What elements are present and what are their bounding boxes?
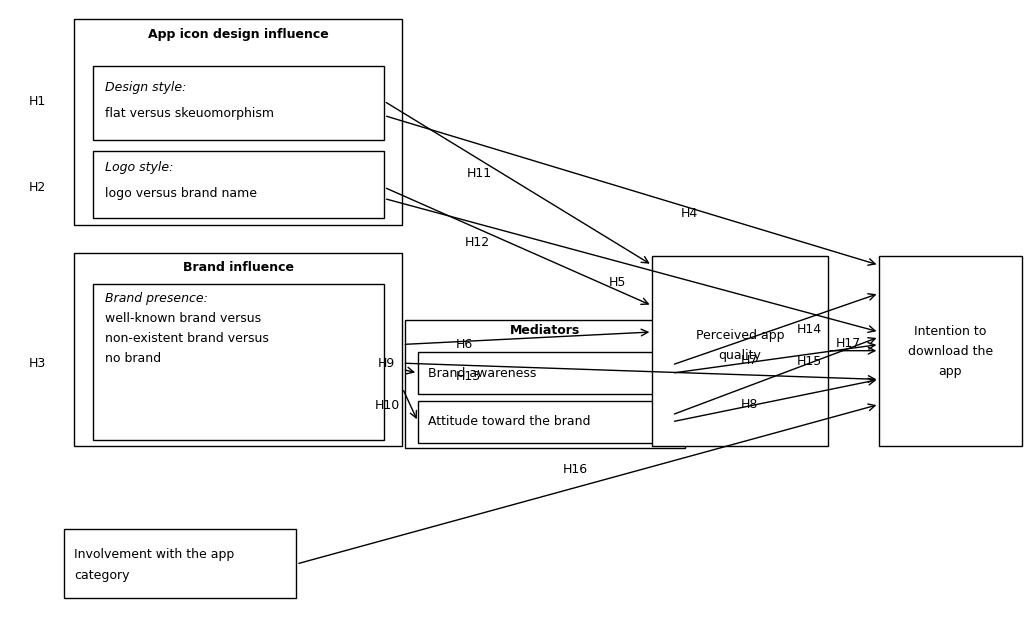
Text: non-existent brand versus: non-existent brand versus xyxy=(105,332,269,344)
Text: Brand presence:: Brand presence: xyxy=(105,292,208,305)
Text: Perceived app: Perceived app xyxy=(696,329,784,342)
Text: H3: H3 xyxy=(29,357,46,369)
FancyBboxPatch shape xyxy=(652,256,828,446)
Text: download the: download the xyxy=(908,346,993,358)
Text: H13: H13 xyxy=(456,371,481,383)
Text: logo versus brand name: logo versus brand name xyxy=(105,187,257,200)
Text: H6: H6 xyxy=(456,338,474,351)
Text: H16: H16 xyxy=(562,463,587,475)
Text: no brand: no brand xyxy=(105,352,161,364)
Text: App icon design influence: App icon design influence xyxy=(148,28,329,41)
FancyBboxPatch shape xyxy=(74,19,402,225)
Text: Brand influence: Brand influence xyxy=(183,261,294,273)
Text: flat versus skeuomorphism: flat versus skeuomorphism xyxy=(105,107,275,120)
Text: H15: H15 xyxy=(797,356,821,368)
FancyBboxPatch shape xyxy=(879,256,1022,446)
Text: H9: H9 xyxy=(378,357,395,369)
Text: Involvement with the app: Involvement with the app xyxy=(74,548,234,560)
Text: H4: H4 xyxy=(681,207,699,220)
Text: quality: quality xyxy=(718,349,762,362)
FancyBboxPatch shape xyxy=(418,352,672,394)
FancyBboxPatch shape xyxy=(418,401,672,443)
Text: well-known brand versus: well-known brand versus xyxy=(105,312,261,324)
FancyBboxPatch shape xyxy=(93,66,384,140)
Text: H10: H10 xyxy=(375,399,399,412)
FancyBboxPatch shape xyxy=(64,529,296,598)
FancyBboxPatch shape xyxy=(93,284,384,440)
FancyBboxPatch shape xyxy=(74,253,402,446)
Text: H12: H12 xyxy=(464,236,489,248)
Text: H1: H1 xyxy=(29,95,46,107)
Text: H17: H17 xyxy=(836,337,861,349)
Text: Design style:: Design style: xyxy=(105,81,187,94)
Text: H11: H11 xyxy=(466,167,491,180)
Text: H7: H7 xyxy=(741,354,759,367)
Text: Intention to: Intention to xyxy=(914,326,987,338)
FancyBboxPatch shape xyxy=(405,320,685,448)
Text: H2: H2 xyxy=(29,181,46,193)
Text: H5: H5 xyxy=(609,276,626,288)
FancyBboxPatch shape xyxy=(93,151,384,218)
Text: app: app xyxy=(939,366,962,378)
Text: H8: H8 xyxy=(741,398,759,411)
Text: Mediators: Mediators xyxy=(510,324,580,337)
Text: Logo style:: Logo style: xyxy=(105,161,173,173)
Text: Attitude toward the brand: Attitude toward the brand xyxy=(428,416,590,428)
Text: H14: H14 xyxy=(797,323,821,336)
Text: category: category xyxy=(74,569,130,582)
Text: Brand awareness: Brand awareness xyxy=(428,367,537,379)
